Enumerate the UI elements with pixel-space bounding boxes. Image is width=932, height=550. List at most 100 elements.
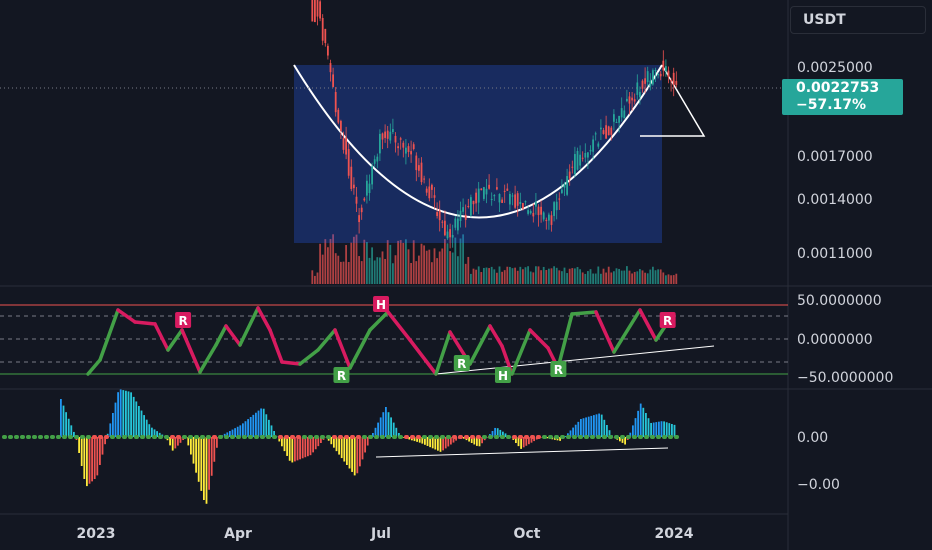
candle-body [529,211,532,214]
zero-dot [434,435,439,439]
candle-body [467,206,470,208]
volume-bar [371,247,373,284]
zero-dot [662,435,667,439]
osc-segment [333,328,352,370]
volume-bar [394,255,397,284]
histogram-bar [491,431,494,437]
signal-label-bear: H [373,296,390,312]
histogram-bar [226,432,229,437]
histogram-bar [463,437,465,439]
histogram-bar [624,437,626,445]
candle-body [535,201,537,207]
volume-bar [568,268,571,284]
histogram-bar [593,415,595,437]
candle-body [519,202,522,205]
histogram-bar [317,437,320,447]
volume-bar [433,248,436,284]
volume-bar [522,269,524,284]
signal-label-bear: R [175,312,192,328]
time-axis[interactable]: 2023 Apr Jul Oct 2024 [77,526,694,542]
volume-bar [662,272,665,284]
volume-bar [397,240,399,284]
histogram-bar [673,424,676,437]
candle-body [485,188,488,195]
candle-body [316,0,319,17]
volume-bar [353,236,355,284]
osc-segment [180,328,202,374]
osc-tick: 0.0000000 [797,332,873,348]
price-panel[interactable] [0,0,788,284]
currency-selector[interactable]: USDT [790,6,926,34]
candle-body [472,200,475,205]
candle-body [459,210,462,221]
candle-body [574,154,576,175]
oscillator-axis[interactable]: 50.0000000 0.0000000 −50.0000000 [797,293,893,386]
signal-label-text: R [178,314,187,328]
candle-body [522,203,524,209]
candle-body [332,74,334,87]
zero-dot [212,435,217,439]
volume-bar [501,271,503,284]
zero-dot [650,435,655,439]
histogram-bar [288,437,291,461]
zero-dot [8,435,13,439]
osc-trendline [435,345,715,375]
candle-body [550,215,553,225]
histogram-bar [668,423,671,437]
histogram-bar [314,437,317,450]
histogram-bar [515,437,517,443]
oscillator-panel[interactable]: R H R R H R R [0,296,788,383]
histogram-bar [502,431,504,437]
cup-and-handle-pattern[interactable] [293,64,706,243]
zero-dot [242,435,247,439]
candle-body [665,66,667,72]
histogram-bar [629,432,632,437]
zero-dot [398,435,403,439]
volume-bar [332,234,334,284]
histogram-bar [395,427,398,437]
histogram-bar [431,437,434,449]
candle-body [633,99,636,102]
price-axis[interactable]: 0.0025000 0.0017000 0.0014000 0.0011000 [797,60,873,262]
volume-bar [542,266,545,284]
volume-bar [316,272,319,284]
histogram-bar [348,437,351,469]
histogram-bar [671,424,673,437]
volume-bar [464,263,467,284]
histogram-bar [637,410,639,437]
histogram-axis[interactable]: 0.00 −0.00 [797,430,840,493]
zero-dot [32,435,37,439]
currency-label: USDT [803,12,846,28]
volume-bar [329,238,332,284]
candle-body [626,98,628,102]
zero-dot [566,435,571,439]
candle-body [490,198,493,200]
zero-dot [194,435,199,439]
histogram-bar [296,437,299,461]
volume-bar [511,268,514,284]
histogram-bar [439,437,442,452]
histogram-bar [559,437,561,441]
histogram-panel[interactable] [2,389,679,504]
zero-dot [110,435,115,439]
osc-segment [368,310,390,332]
histogram-bar [73,431,75,437]
candle-body [334,91,337,113]
volume-bar [636,271,639,284]
candle-body [657,74,659,76]
candle-body [431,184,433,190]
zero-dot [638,435,643,439]
histogram-bar [229,431,231,437]
histogram-bar [174,437,177,449]
volume-bar [667,274,670,284]
histogram-bar [450,437,452,445]
histogram-bar [67,418,70,437]
candle-body [561,189,563,193]
zero-dot [464,435,469,439]
volume-bar [607,266,610,284]
volume-bar [589,269,592,284]
zero-dot [656,435,661,439]
volume-bar [436,258,438,284]
zero-dot [674,435,679,439]
histogram-bar [234,428,236,437]
